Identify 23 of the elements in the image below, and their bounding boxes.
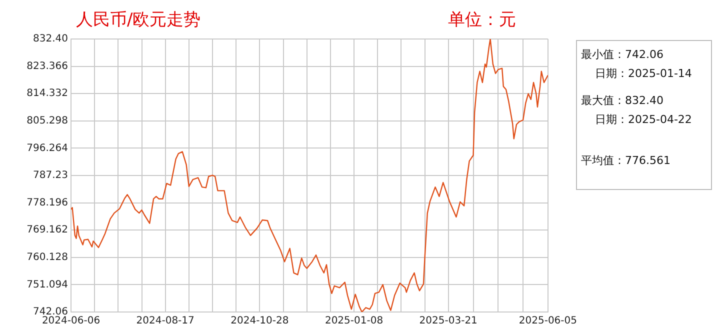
y-tick-label: 787.23 xyxy=(33,170,68,182)
x-tick-label: 2024-06-06 xyxy=(42,316,100,327)
chart-title: 人民币/欧元走势 xyxy=(76,9,201,31)
y-tick-label: 796.264 xyxy=(26,142,68,154)
y-tick-label: 760.128 xyxy=(26,252,68,263)
x-tick-label: 2025-06-05 xyxy=(518,316,578,327)
y-tick-label: 769.162 xyxy=(26,224,68,236)
text: 平均值：776.561 xyxy=(581,153,672,168)
text: 日期：2025-04-22 xyxy=(595,112,693,127)
x-tick-label: 2025-03-21 xyxy=(419,316,478,327)
x-tick-label: 2025-01-08 xyxy=(324,316,384,327)
text: 最大值：832.40 xyxy=(581,93,664,108)
x-tick-label: 2024-08-17 xyxy=(136,316,194,327)
text: 单位：元 xyxy=(448,9,516,31)
y-tick-label: 751.094 xyxy=(26,279,68,290)
x-tick-label: 2024-10-28 xyxy=(230,316,289,327)
y-tick-label: 814.332 xyxy=(26,88,68,100)
y-tick-label: 778.196 xyxy=(26,197,68,208)
y-tick-label: 823.366 xyxy=(26,60,68,72)
text: 日期：2025-01-14 xyxy=(595,66,693,81)
y-tick-label: 805.298 xyxy=(26,115,68,126)
y-tick-label: 832.40 xyxy=(33,34,68,45)
text: 最小值：742.06 xyxy=(581,47,664,62)
